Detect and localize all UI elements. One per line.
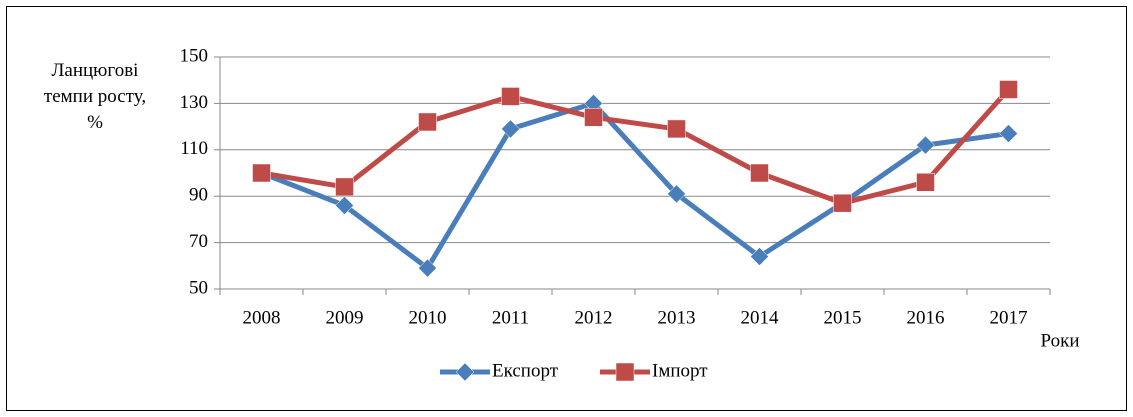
x-tick-label: 2013 [658,307,696,328]
x-tick-label: 2010 [409,307,447,328]
legend-marker [455,362,475,382]
data-point [916,135,935,155]
x-tick-label: 2014 [741,307,780,328]
data-point [833,193,852,213]
data-point [418,258,437,278]
x-tick-label: 2016 [907,307,945,328]
series-line [261,87,1011,206]
data-point [667,184,686,204]
x-tick-label: 2017 [990,307,1028,328]
legend-label: Імпорт [652,360,708,381]
data-point [750,247,769,266]
y-tick-label: 90 [189,185,208,206]
y-tick-label: 110 [180,138,208,159]
y-tick-label: 70 [189,231,208,252]
data-point [750,163,769,183]
chart-border [6,6,1127,411]
data-point [501,119,520,139]
legend-label: Експорт [492,360,559,381]
data-point [999,80,1018,99]
data-point [584,108,603,127]
legend-marker [615,362,635,382]
x-tick-label: 2008 [243,307,281,328]
data-point [335,177,354,197]
data-point [916,173,935,192]
data-point [335,196,354,215]
data-point [252,163,271,183]
data-point [501,87,520,106]
data-point [667,119,686,139]
x-tick-label: 2009 [326,307,364,328]
series-line [260,100,1009,271]
y-axis-label: Ланцюгові темпи росту, % [43,60,147,133]
y-tick-label: 50 [189,277,208,298]
x-axis-label: Роки [1041,330,1080,351]
data-point [418,112,437,132]
x-tick-label: 2015 [824,307,862,328]
data-point [999,124,1018,143]
y-tick-label: 130 [180,92,209,113]
y-tick-label: 150 [180,45,209,66]
x-tick-label: 2011 [492,307,529,328]
x-tick-label: 2012 [575,307,613,328]
